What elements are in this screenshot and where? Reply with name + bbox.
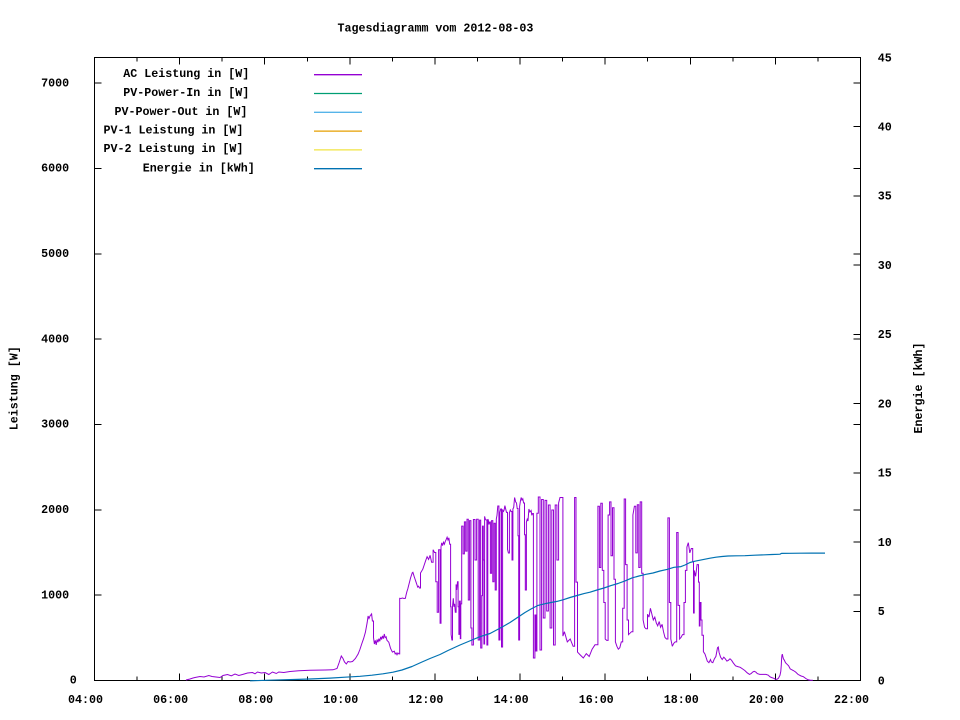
svg-text:PV-1 Leistung in [W]: PV-1 Leistung in [W] bbox=[104, 124, 244, 138]
svg-text:6000: 6000 bbox=[41, 162, 69, 176]
svg-text:45: 45 bbox=[878, 51, 892, 65]
svg-text:15: 15 bbox=[878, 467, 892, 481]
svg-text:16:00: 16:00 bbox=[579, 693, 614, 707]
svg-text:04:00: 04:00 bbox=[68, 693, 103, 707]
svg-text:Energie in [kWh]: Energie in [kWh] bbox=[143, 161, 255, 175]
svg-text:10:00: 10:00 bbox=[323, 693, 358, 707]
svg-text:20: 20 bbox=[878, 397, 892, 411]
svg-text:20:00: 20:00 bbox=[749, 693, 784, 707]
svg-text:12:00: 12:00 bbox=[408, 693, 443, 707]
svg-text:Tagesdiagramm vom 2012-08-03: Tagesdiagramm vom 2012-08-03 bbox=[338, 21, 534, 35]
svg-text:5000: 5000 bbox=[41, 247, 69, 261]
svg-text:AC Leistung in [W]: AC Leistung in [W] bbox=[123, 67, 249, 81]
svg-text:40: 40 bbox=[878, 121, 892, 135]
svg-text:2000: 2000 bbox=[41, 503, 69, 517]
svg-text:25: 25 bbox=[878, 328, 892, 342]
svg-text:0: 0 bbox=[70, 674, 77, 688]
svg-text:06:00: 06:00 bbox=[153, 693, 188, 707]
svg-text:30: 30 bbox=[878, 259, 892, 273]
svg-text:4000: 4000 bbox=[41, 332, 69, 346]
svg-text:PV-Power-In in [W]: PV-Power-In in [W] bbox=[123, 86, 249, 100]
svg-text:7000: 7000 bbox=[41, 76, 69, 90]
svg-text:14:00: 14:00 bbox=[494, 693, 529, 707]
svg-text:10: 10 bbox=[878, 536, 892, 550]
svg-text:5: 5 bbox=[878, 605, 885, 619]
svg-text:Energie [kWh]: Energie [kWh] bbox=[912, 343, 926, 434]
svg-text:18:00: 18:00 bbox=[664, 693, 699, 707]
svg-text:Leistung [W]: Leistung [W] bbox=[8, 346, 22, 430]
svg-text:35: 35 bbox=[878, 190, 892, 204]
svg-text:1000: 1000 bbox=[41, 588, 69, 602]
svg-text:08:00: 08:00 bbox=[238, 693, 273, 707]
svg-text:PV-2 Leistung in [W]: PV-2 Leistung in [W] bbox=[104, 142, 244, 156]
svg-text:0: 0 bbox=[878, 674, 885, 688]
svg-text:PV-Power-Out in [W]: PV-Power-Out in [W] bbox=[115, 105, 248, 119]
svg-text:3000: 3000 bbox=[41, 418, 69, 432]
svg-text:22:00: 22:00 bbox=[834, 693, 869, 707]
